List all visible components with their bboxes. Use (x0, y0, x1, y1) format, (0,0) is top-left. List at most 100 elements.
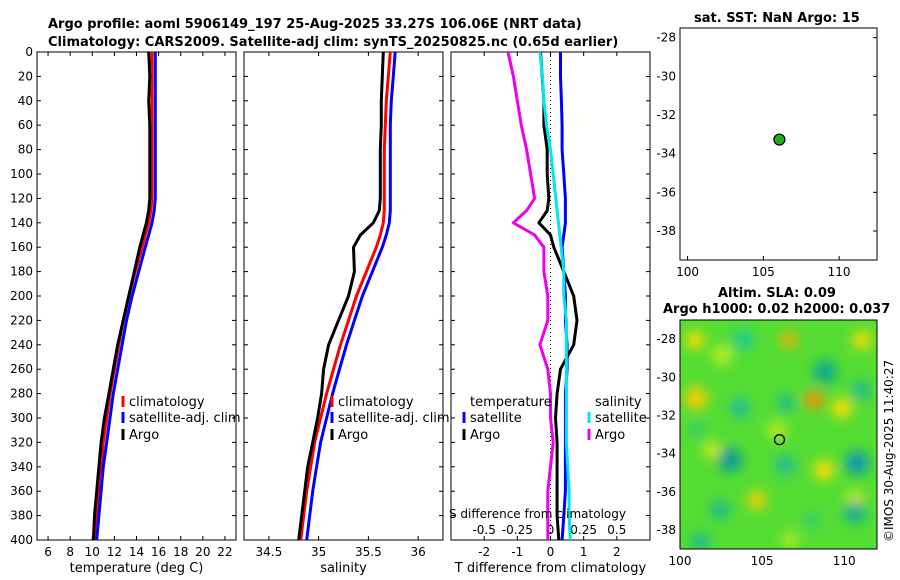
x-tick-label: 14 (129, 545, 144, 559)
x-tick-label: 8 (66, 545, 74, 559)
y-tick-label: 360 (10, 484, 33, 498)
series-line-salinity-argo (297, 52, 385, 540)
main-title-line2: Climatology: CARS2009. Satellite-adj cli… (48, 35, 618, 50)
y-tick-label: 60 (18, 118, 33, 132)
x-axis-label-salinity: salinity (320, 561, 367, 576)
y-tick-label: 180 (10, 265, 33, 279)
x-axis-label-temperature: temperature (deg C) (70, 561, 204, 576)
x-tick-label: 0 (547, 545, 555, 559)
legend-label-satellite: satellite-adj. clim (338, 411, 450, 426)
series-line-salinity-climatology (299, 52, 392, 540)
s-diff-tick-label: -0.25 (502, 523, 533, 537)
s-diff-tick-label: 0.25 (570, 523, 597, 537)
y-tick-label: 340 (10, 460, 33, 474)
x-tick-label: 1 (580, 545, 588, 559)
s-diff-tick-label: -0.5 (472, 523, 495, 537)
y-tick-label: 400 (10, 533, 33, 547)
x-tick-label: 20 (195, 545, 210, 559)
x-tick-label: 22 (217, 545, 232, 559)
x-tick-label: 2 (613, 545, 621, 559)
map-y-tick-label: -34 (656, 447, 676, 461)
y-tick-label: 80 (18, 143, 33, 157)
y-tick-label: 280 (10, 387, 33, 401)
map-y-tick-label: -28 (656, 31, 676, 45)
y-tick-label: 0 (25, 45, 33, 59)
x-tick-label: 34.5 (256, 545, 283, 559)
x-tick-label: 35.5 (355, 545, 382, 559)
x-tick-label: -2 (478, 545, 490, 559)
legend-label-temp-argo: Argo (470, 428, 500, 443)
map-x-tick-label: 100 (669, 554, 692, 568)
map-sst-title: sat. SST: NaN Argo: 15 (694, 11, 860, 26)
series-group-salinity (297, 52, 397, 540)
argo-location-marker (773, 133, 786, 146)
map-sla-title-line2: Argo h1000: 0.02 h2000: 0.037 (663, 302, 890, 317)
y-tick-label: 300 (10, 411, 33, 425)
x-tick-label: 16 (151, 545, 166, 559)
map-y-tick-label: -28 (656, 332, 676, 346)
s-diff-tick-label: 0 (547, 523, 555, 537)
map-x-tick-label: 110 (828, 265, 851, 279)
map-x-tick-label: 105 (752, 265, 775, 279)
series-line-salinity-satellite-adj-clim (305, 52, 397, 540)
panel-frame-salinity (243, 51, 444, 541)
x-tick-label: 36 (410, 545, 425, 559)
x-tick-label: 12 (107, 545, 122, 559)
map-x-tick-label: 110 (833, 554, 856, 568)
legend-label-sal-argo: Argo (595, 428, 625, 443)
sla-heatmap (680, 320, 877, 549)
legend-label-argo: Argo (129, 428, 159, 443)
map-y-tick-label: -36 (656, 185, 676, 199)
x-axis-label-difference: T difference from climatology (454, 561, 647, 576)
legend-label-satellite: satellite-adj. clim (129, 411, 241, 426)
panel-frame-temperature (36, 51, 237, 541)
s-diff-tick-label: 0.5 (607, 523, 626, 537)
x-tick-label: 35 (311, 545, 326, 559)
map-y-tick-label: -38 (656, 523, 676, 537)
map-y-tick-label: -32 (656, 108, 676, 122)
y-tick-label: 20 (18, 69, 33, 83)
y-tick-label: 220 (10, 313, 33, 327)
imos-timestamp: ©IMOS 30-Aug-2025 11:40:27 (882, 360, 896, 542)
legend-title-temperature: temperature (470, 395, 552, 410)
map-x-tick-label: 105 (751, 554, 774, 568)
series-group-temperature (91, 52, 157, 540)
map-y-tick-label: -30 (656, 69, 676, 83)
legend-temperature: climatology satellite-adj. clim Argo (121, 395, 241, 443)
main-title-line1: Argo profile: aoml 5906149_197 25-Aug-20… (48, 17, 582, 32)
x-tick-label: 10 (85, 545, 100, 559)
y-tick-label: 380 (10, 509, 33, 523)
map-y-tick-label: -32 (656, 408, 676, 422)
x-tick-label: -1 (511, 545, 523, 559)
legend-label-climatology: climatology (129, 395, 205, 410)
y-tick-label: 100 (10, 167, 33, 181)
y-tick-label: 320 (10, 435, 33, 449)
series-line-temperature-argo (91, 52, 152, 540)
map-x-tick-label: 100 (676, 265, 699, 279)
y-tick-label: 160 (10, 240, 33, 254)
s-difference-label: S difference from climatology (449, 507, 626, 521)
series-line-difference-salinity-argo (506, 52, 555, 540)
series-line-difference-temperature-argo (537, 52, 579, 540)
legend-title-salinity: salinity (595, 395, 642, 410)
legend-label-climatology: climatology (338, 395, 414, 410)
legend-salinity: climatology satellite-adj. clim Argo (330, 395, 450, 443)
x-tick-label: 18 (173, 545, 188, 559)
map-sst-frame (679, 27, 878, 261)
legend-label-temp-satellite: satellite (470, 411, 522, 426)
y-tick-label: 40 (18, 94, 33, 108)
y-tick-label: 140 (10, 216, 33, 230)
legend-label-argo: Argo (338, 428, 368, 443)
map-sla-title-line1: Altim. SLA: 0.09 (718, 286, 836, 301)
map-y-tick-label: -30 (656, 370, 676, 384)
y-tick-label: 200 (10, 289, 33, 303)
y-tick-label: 260 (10, 362, 33, 376)
map-y-tick-label: -34 (656, 147, 676, 161)
series-line-difference-salinity-satellite (538, 52, 572, 540)
argo-location-marker-sla (773, 434, 786, 446)
map-sla-frame (679, 319, 878, 550)
map-y-tick-label: -38 (656, 224, 676, 238)
x-tick-label: 6 (44, 545, 52, 559)
map-y-tick-label: -36 (656, 485, 676, 499)
